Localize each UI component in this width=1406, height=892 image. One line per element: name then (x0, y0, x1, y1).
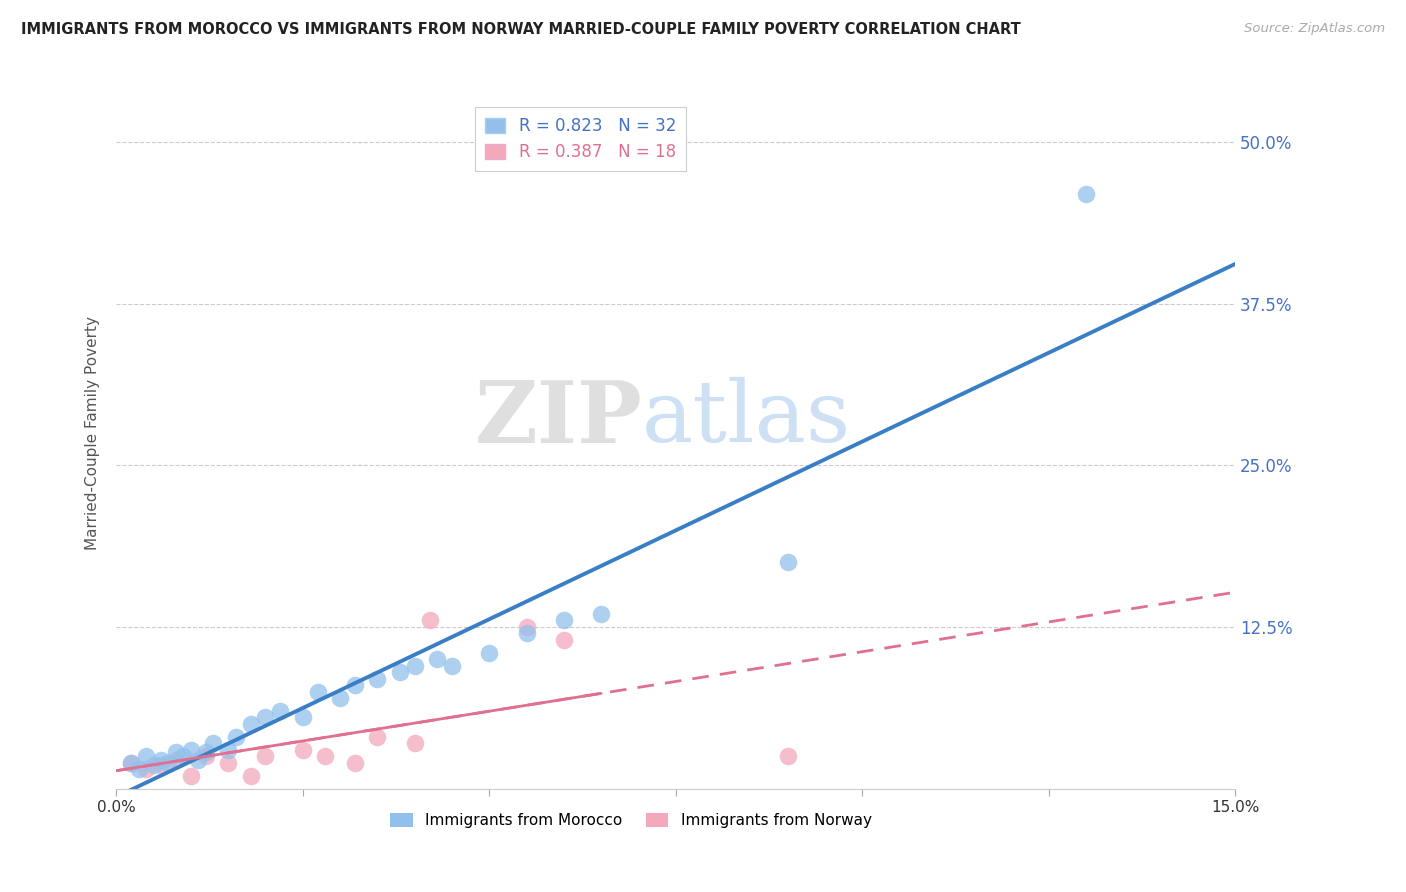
Point (180, 769, 202, 783)
Legend: Immigrants from Morocco, Immigrants from Norway: Immigrants from Morocco, Immigrants from… (384, 807, 877, 834)
Point (269, 704, 291, 718)
Point (366, 672, 388, 686)
Point (366, 730, 388, 744)
Point (128, 762, 150, 776)
Point (307, 684, 329, 698)
Point (314, 749, 336, 764)
Point (142, 758, 165, 772)
Point (217, 743, 239, 757)
Point (187, 753, 209, 767)
Point (1074, 186, 1097, 201)
Point (254, 710, 277, 724)
Point (515, 626, 537, 640)
Point (225, 730, 247, 744)
Point (172, 749, 194, 764)
Point (165, 753, 187, 767)
Point (329, 691, 352, 706)
Point (426, 652, 449, 666)
Point (120, 756, 142, 770)
Point (291, 710, 314, 724)
Point (419, 614, 441, 628)
Point (120, 756, 142, 770)
Text: Source: ZipAtlas.com: Source: ZipAtlas.com (1244, 22, 1385, 36)
Point (194, 745, 217, 759)
Point (157, 756, 180, 770)
Point (553, 614, 575, 628)
Text: atlas: atlas (643, 377, 851, 460)
Point (591, 607, 613, 621)
Point (553, 632, 575, 647)
Point (404, 736, 426, 750)
Text: ZIP: ZIP (474, 376, 643, 461)
Point (478, 646, 501, 660)
Point (388, 665, 411, 680)
Point (343, 756, 366, 770)
Point (135, 762, 157, 776)
Point (515, 620, 537, 634)
Point (150, 758, 173, 772)
Point (202, 736, 225, 750)
Point (404, 658, 426, 673)
Point (440, 658, 463, 673)
Point (239, 769, 262, 783)
Point (194, 749, 217, 764)
Point (165, 745, 187, 759)
Point (343, 678, 366, 692)
Point (776, 555, 799, 569)
Y-axis label: Married-Couple Family Poverty: Married-Couple Family Poverty (86, 316, 100, 550)
Point (776, 749, 799, 764)
Text: IMMIGRANTS FROM MOROCCO VS IMMIGRANTS FROM NORWAY MARRIED-COUPLE FAMILY POVERTY : IMMIGRANTS FROM MOROCCO VS IMMIGRANTS FR… (21, 22, 1021, 37)
Point (150, 753, 173, 767)
Point (180, 743, 202, 757)
Point (239, 717, 262, 731)
Point (254, 749, 277, 764)
Point (135, 749, 157, 764)
Point (217, 756, 239, 770)
Point (291, 743, 314, 757)
